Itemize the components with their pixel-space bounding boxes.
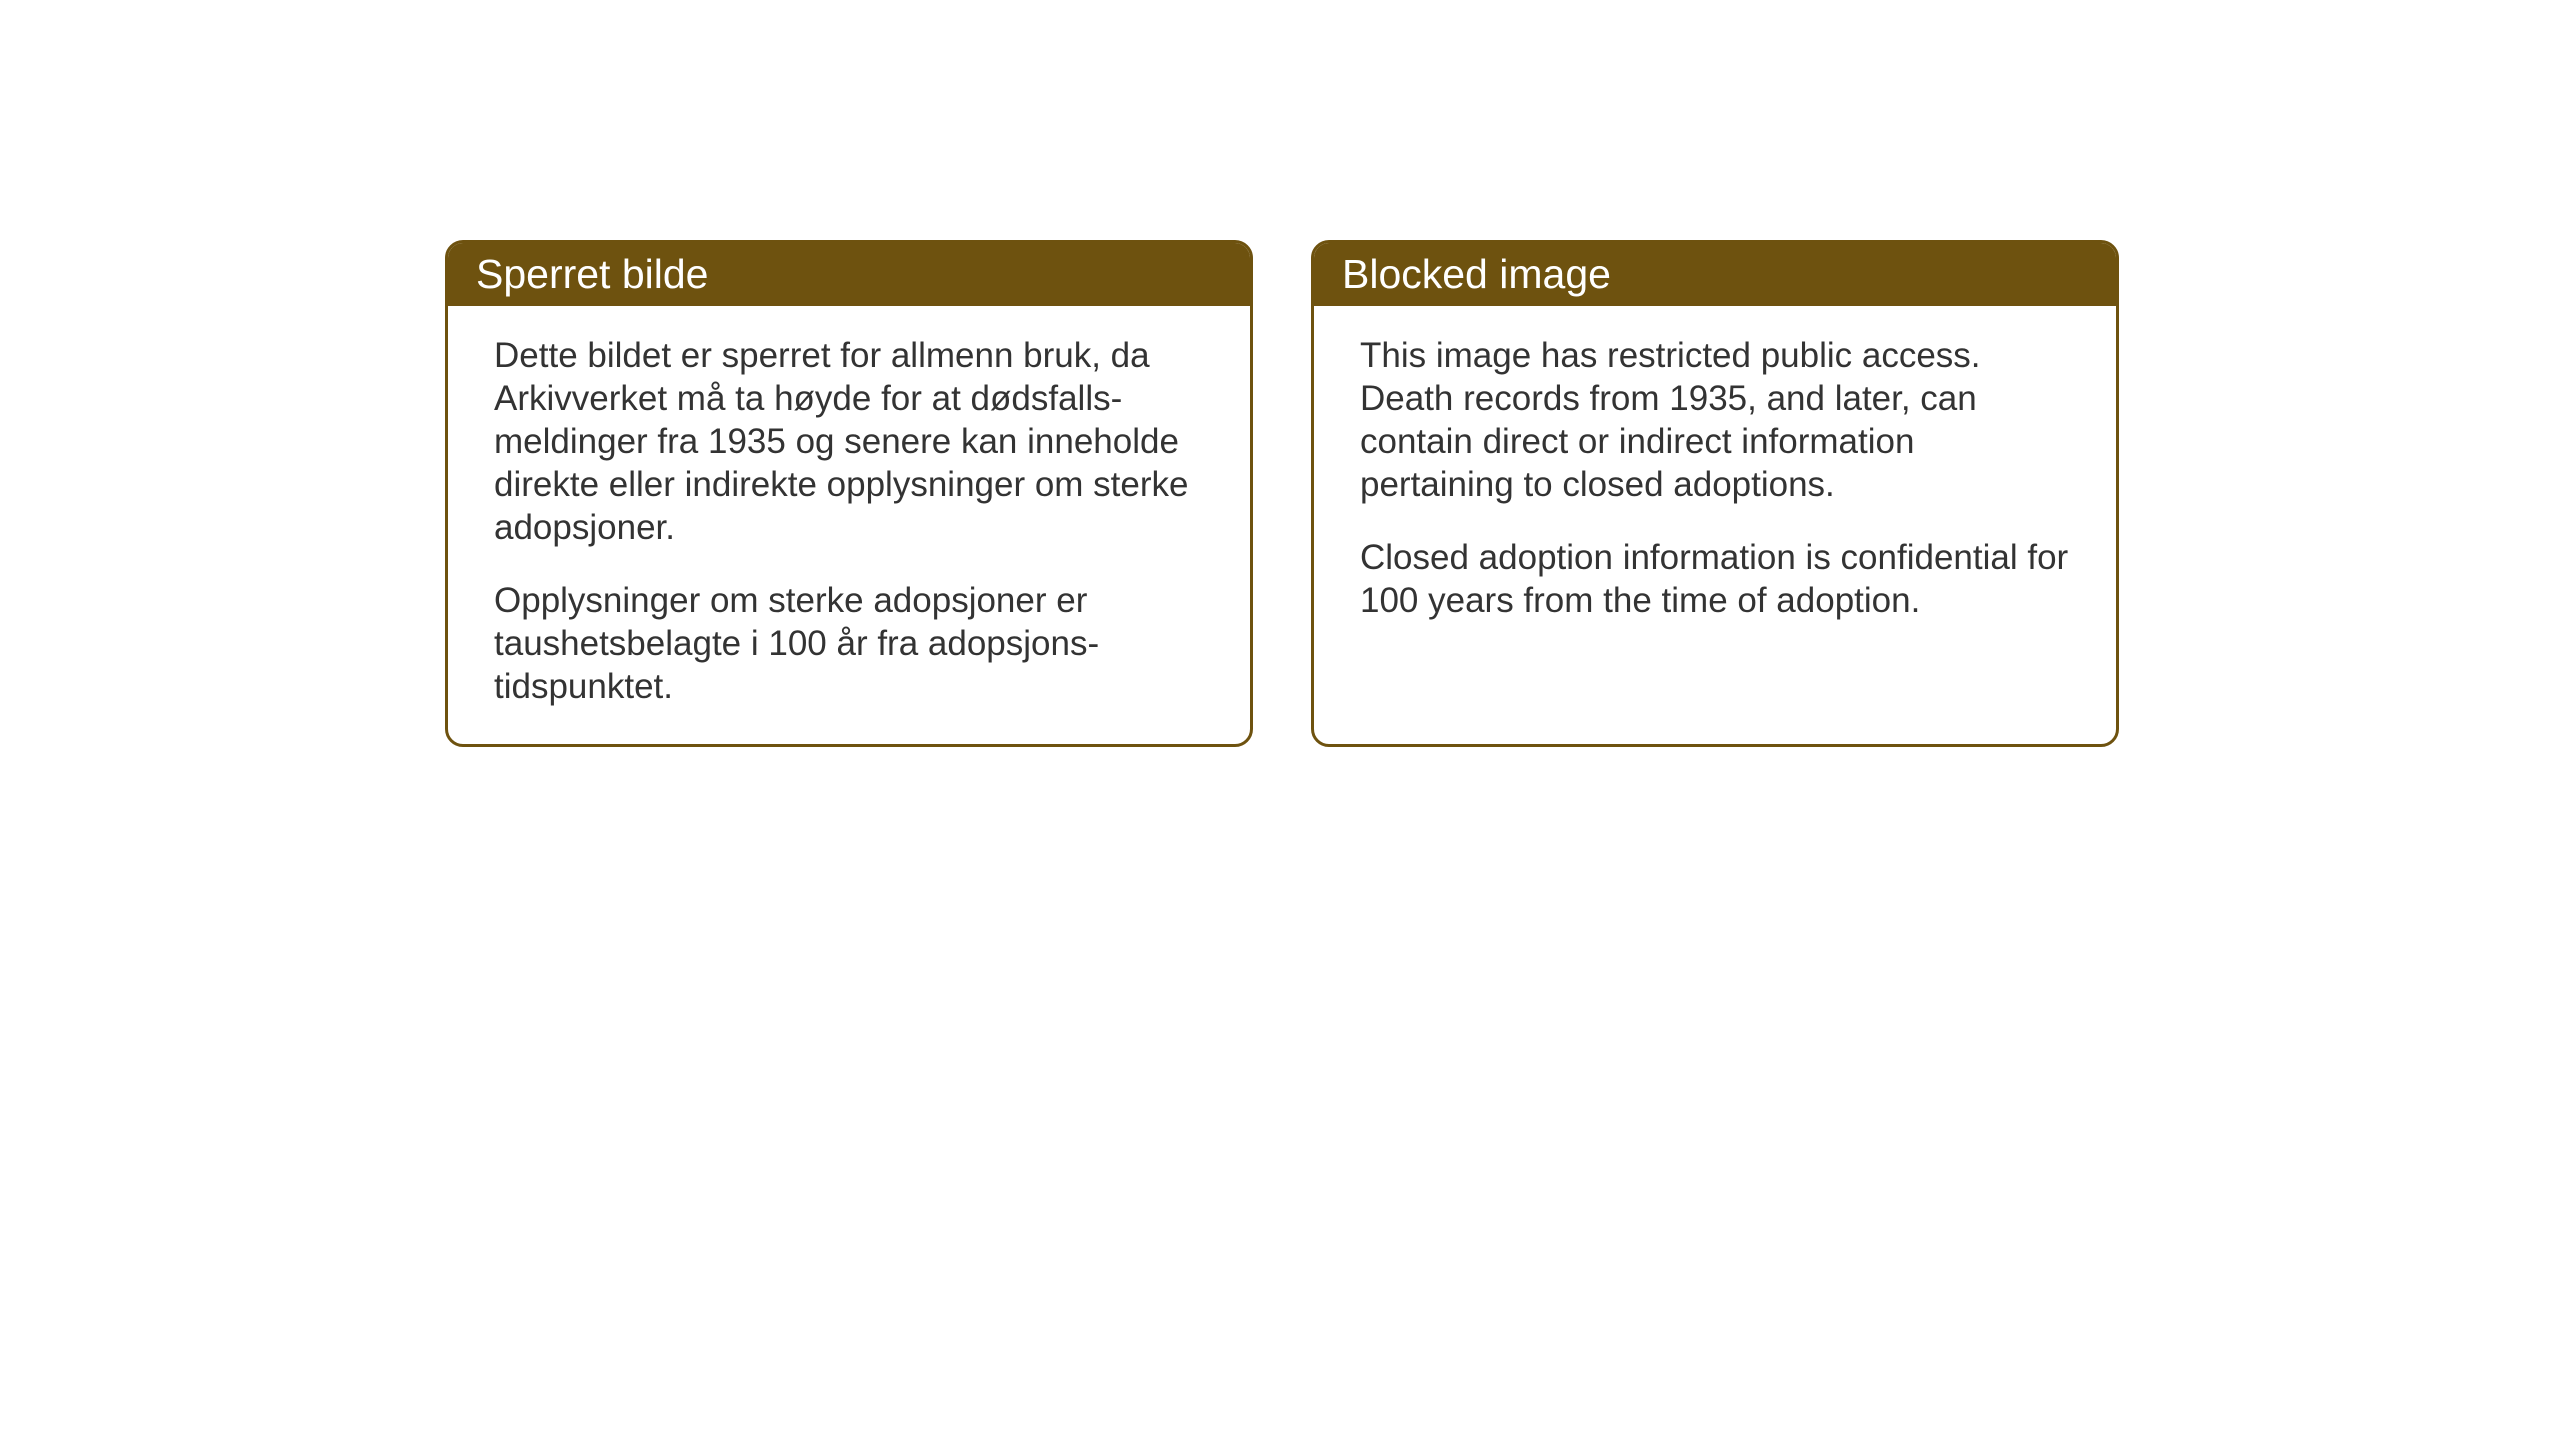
card-paragraph-english-1: This image has restricted public access.… bbox=[1360, 334, 2070, 506]
card-paragraph-norwegian-2: Opplysninger om sterke adopsjoner er tau… bbox=[494, 579, 1204, 708]
notice-card-norwegian: Sperret bilde Dette bildet er sperret fo… bbox=[445, 240, 1253, 747]
notice-card-english: Blocked image This image has restricted … bbox=[1311, 240, 2119, 747]
card-body-norwegian: Dette bildet er sperret for allmenn bruk… bbox=[448, 306, 1250, 744]
card-title-english: Blocked image bbox=[1342, 251, 1611, 297]
card-header-norwegian: Sperret bilde bbox=[448, 243, 1250, 306]
card-header-english: Blocked image bbox=[1314, 243, 2116, 306]
card-title-norwegian: Sperret bilde bbox=[476, 251, 708, 297]
card-paragraph-norwegian-1: Dette bildet er sperret for allmenn bruk… bbox=[494, 334, 1204, 549]
card-paragraph-english-2: Closed adoption information is confident… bbox=[1360, 536, 2070, 622]
notice-container: Sperret bilde Dette bildet er sperret fo… bbox=[445, 240, 2119, 747]
card-body-english: This image has restricted public access.… bbox=[1314, 306, 2116, 658]
